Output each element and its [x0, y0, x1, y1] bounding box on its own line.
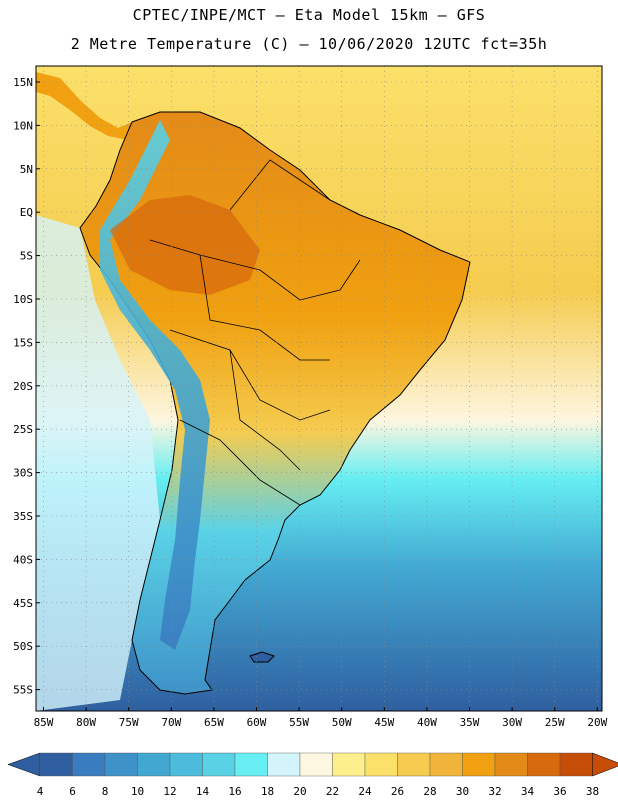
lon-tick-label: 40W: [417, 716, 437, 729]
colorbar-swatch: [234, 752, 268, 777]
lat-tick-label: 35S: [13, 510, 33, 523]
colorbar-swatch: [267, 752, 301, 777]
colorbar-label: 36: [553, 785, 566, 798]
colorbar-label: 16: [228, 785, 241, 798]
colorbar-label: 12: [163, 785, 176, 798]
colorbar-swatch: [169, 752, 203, 777]
colorbar-label: 10: [131, 785, 144, 798]
lon-tick-label: 50W: [332, 716, 352, 729]
colorbar-swatch: [397, 752, 431, 777]
colorbar-label: 32: [488, 785, 501, 798]
colorbar-label: 20: [293, 785, 306, 798]
map-subtitle: 2 Metre Temperature (C) – 10/06/2020 12U…: [70, 35, 548, 53]
lon-tick-label: 20W: [587, 716, 607, 729]
lon-tick-label: 75W: [119, 716, 139, 729]
lat-tick-label: 20S: [13, 380, 33, 393]
amazon-hot-core: [110, 195, 260, 295]
lon-tick-label: 30W: [502, 716, 522, 729]
colorbar-swatch: [494, 752, 528, 777]
colorbar-swatch: [364, 752, 398, 777]
colorbar-label: 30: [456, 785, 469, 798]
colorbar-label: 4: [37, 785, 44, 798]
colorbar-label: 14: [196, 785, 210, 798]
colorbar-label: 22: [326, 785, 339, 798]
longitude-labels: 85W 80W 75W 70W 65W 60W 55W 50W 45W 40W 35W 30W 25W 2…: [34, 707, 608, 729]
lat-tick-label: 5N: [20, 163, 33, 176]
lat-tick-label: 5S: [20, 250, 33, 263]
lat-tick-label: 30S: [13, 467, 33, 480]
colorbar-swatch: [39, 752, 73, 777]
colorbar-label: 6: [69, 785, 76, 798]
lat-tick-label: 40S: [13, 553, 33, 566]
colorbar-label: 24: [358, 785, 372, 798]
central-america: [36, 72, 132, 140]
lon-tick-label: 25W: [545, 716, 565, 729]
colorbar-swatch: [72, 752, 106, 777]
colorbar-swatch: [202, 752, 236, 777]
falkland-islands: [249, 651, 275, 663]
lon-tick-label: 65W: [204, 716, 224, 729]
country-borders: [149, 159, 361, 506]
colorbar-label: 8: [102, 785, 109, 798]
colorbar-label: 28: [423, 785, 436, 798]
colorbar-swatch: [332, 752, 366, 777]
lat-tick-label: 55S: [13, 684, 33, 697]
lat-tick-label: EQ: [20, 206, 33, 219]
lon-tick-label: 80W: [76, 716, 96, 729]
colorbar-label: 34: [521, 785, 535, 798]
lat-tick-label: 25S: [13, 423, 33, 436]
lon-tick-label: 70W: [161, 716, 181, 729]
latitude-labels: 15N 10N 5N EQ 5S 10S 15S 20S 25S 30S 35S 40S 45S 50S 5…: [13, 76, 40, 697]
colorbar-label: 26: [391, 785, 404, 798]
colorbar-label: 38: [586, 785, 599, 798]
colorbar-high-arrow: [592, 752, 618, 777]
colorbar-swatch: [429, 752, 463, 777]
map-title: CPTEC/INPE/MCT – Eta Model 15km – GFS: [132, 6, 486, 24]
lat-tick-label: 15N: [13, 76, 33, 89]
lon-tick-label: 45W: [374, 716, 394, 729]
colorbar-low-arrow: [7, 752, 41, 777]
lat-tick-label: 50S: [13, 640, 33, 653]
temperature-colorbar: 4 6 8 10 12 14 16 18 20 22 24 26 28 30 32 34 36 38: [7, 752, 618, 798]
plot-frame: [35, 65, 603, 712]
lat-tick-label: 10S: [13, 293, 33, 306]
colorbar-swatch: [527, 752, 561, 777]
colorbar-swatch: [137, 752, 171, 777]
lat-tick-label: 10N: [13, 119, 33, 132]
colorbar-swatch: [104, 752, 138, 777]
colorbar-label: 18: [261, 785, 274, 798]
lon-tick-label: 55W: [289, 716, 309, 729]
lon-tick-label: 35W: [460, 716, 480, 729]
andes-cool-ridge: [100, 120, 210, 650]
colorbar-swatch: [462, 752, 496, 777]
lat-tick-label: 15S: [13, 336, 33, 349]
lon-tick-label: 85W: [34, 716, 54, 729]
lat-tick-label: 45S: [13, 597, 33, 610]
colorbar-swatch: [299, 752, 333, 777]
colorbar-swatch: [559, 752, 593, 777]
lon-tick-label: 60W: [247, 716, 267, 729]
